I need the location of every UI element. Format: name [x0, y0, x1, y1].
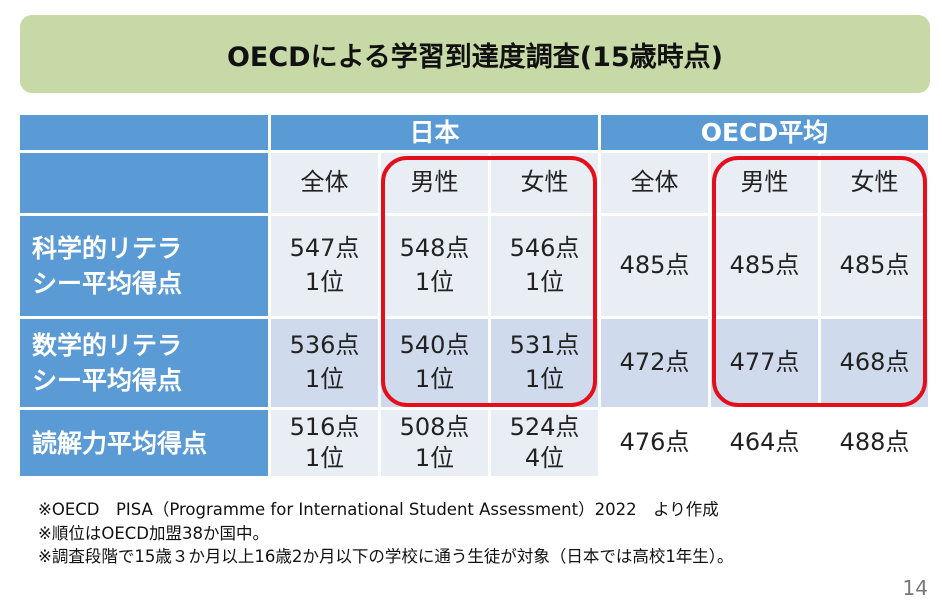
note-line: ※調査段階で15歳３か月以上16歳2か月以下の学校に通う生徒が対象（日本では高校…	[38, 547, 734, 566]
row-label-line: 数学的リテラ	[32, 331, 183, 360]
group-header-text: 日本	[409, 118, 460, 147]
row-label-line: 科学的リテラ	[32, 234, 183, 263]
title-banner: OECDによる学習到達度調査(15歳時点)	[20, 15, 930, 93]
group-header: OECD平均	[601, 115, 928, 150]
data-cell: 536点 1位	[271, 319, 378, 407]
subheader-text: 全体	[300, 168, 349, 197]
subheader: 女性	[491, 153, 598, 213]
score: 508点	[399, 412, 470, 441]
score: 464点	[729, 428, 800, 457]
score: 524点	[509, 412, 580, 441]
page-number: 14	[902, 576, 928, 600]
subheader-text: 女性	[520, 168, 569, 197]
score: 468点	[839, 348, 910, 377]
note-line: ※OECD PISA（Programme for International S…	[38, 500, 719, 519]
score: 476点	[619, 428, 690, 457]
score: 488点	[839, 428, 910, 457]
rank: 4位	[524, 444, 565, 472]
score: 531点	[509, 331, 580, 360]
score: 472点	[619, 348, 690, 377]
group-header: 日本	[271, 115, 598, 150]
data-cell: 531点 1位	[491, 319, 598, 407]
subheader-text: 男性	[740, 168, 789, 197]
data-cell: 516点 1位	[271, 410, 378, 476]
score: 516点	[289, 412, 360, 441]
notes: ※OECD PISA（Programme for International S…	[38, 498, 734, 569]
group-header-text: OECD平均	[700, 118, 829, 147]
subheader: 全体	[271, 153, 378, 213]
row-header: 読解力平均得点	[20, 410, 268, 476]
rank: 1位	[524, 268, 565, 296]
score: 485点	[839, 251, 910, 280]
score: 546点	[509, 234, 580, 263]
rank: 1位	[304, 365, 345, 393]
data-cell: 485点	[601, 216, 708, 316]
data-cell: 540点 1位	[381, 319, 488, 407]
score: 547点	[289, 234, 360, 263]
row-header: 数学的リテラ シー平均得点	[20, 319, 268, 407]
data-cell: 546点 1位	[491, 216, 598, 316]
subheader-text: 全体	[630, 168, 679, 197]
score: 485点	[619, 251, 690, 280]
data-cell: 485点	[821, 216, 928, 316]
subheader: 男性	[381, 153, 488, 213]
row-label-line: シー平均得点	[32, 366, 183, 395]
data-cell: 472点	[601, 319, 708, 407]
score: 540点	[399, 331, 470, 360]
score: 485点	[729, 251, 800, 280]
data-cell: 547点 1位	[271, 216, 378, 316]
data-cell: 485点	[711, 216, 818, 316]
rank: 1位	[414, 444, 455, 472]
subheader-text: 男性	[410, 168, 459, 197]
data-cell: 476点	[601, 410, 708, 476]
rank: 1位	[414, 268, 455, 296]
score: 548点	[399, 234, 470, 263]
score: 477点	[729, 348, 800, 377]
data-cell: 488点	[821, 410, 928, 476]
rank: 1位	[304, 268, 345, 296]
data-cell: 477点	[711, 319, 818, 407]
subheader: 女性	[821, 153, 928, 213]
row-header: 科学的リテラ シー平均得点	[20, 216, 268, 316]
data-cell: 524点 4位	[491, 410, 598, 476]
subheader: 全体	[601, 153, 708, 213]
rank: 1位	[414, 365, 455, 393]
data-cell: 468点	[821, 319, 928, 407]
data-cell: 508点 1位	[381, 410, 488, 476]
rank: 1位	[304, 444, 345, 472]
row-label-line: シー平均得点	[32, 269, 183, 298]
row-label-line: 読解力平均得点	[32, 428, 208, 458]
rank: 1位	[524, 365, 565, 393]
data-cell: 464点	[711, 410, 818, 476]
corner-cell	[20, 153, 268, 213]
title: OECDによる学習到達度調査(15歳時点)	[226, 41, 724, 73]
data-cell: 548点 1位	[381, 216, 488, 316]
subheader: 男性	[711, 153, 818, 213]
score: 536点	[289, 331, 360, 360]
subheader-text: 女性	[850, 168, 899, 197]
results-table: 日本 OECD平均 全体 男性 女性 全体 男性 女性 科学的リテラ シー平均得点 547点 1位 54…	[20, 115, 928, 476]
note-line: ※順位はOECD加盟38か国中。	[38, 523, 269, 543]
corner-cell	[20, 115, 268, 150]
